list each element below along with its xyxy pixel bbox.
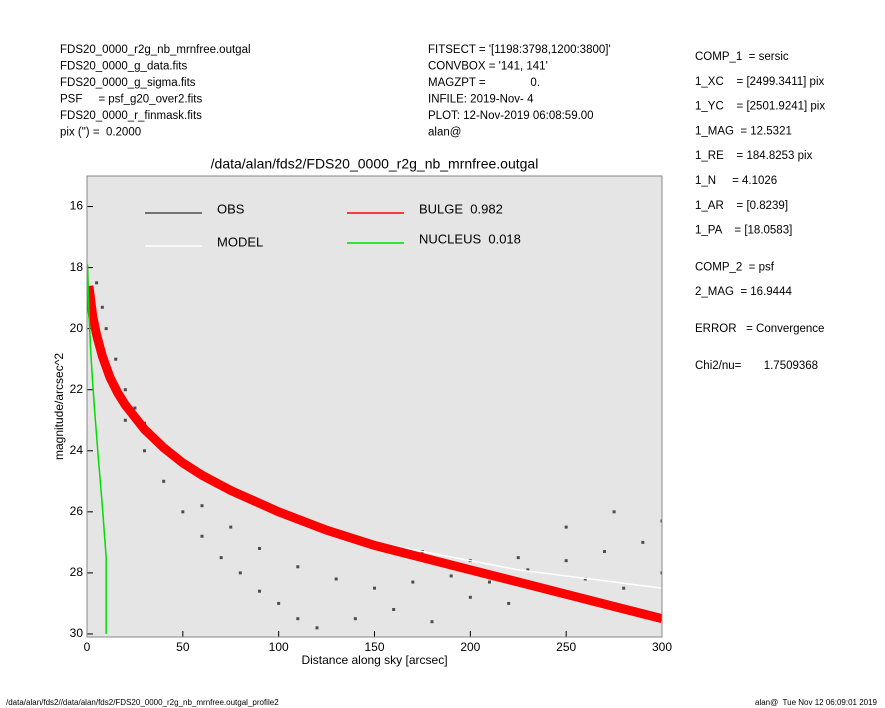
header-left-line: PSF = psf_g20_over2.fits xyxy=(60,94,202,106)
chart-title: /data/alan/fds2/FDS20_0000_r2g_nb_mrnfre… xyxy=(211,156,539,172)
obs-point xyxy=(564,525,568,529)
obs-point xyxy=(411,580,415,584)
y-axis-label: magnitude/arcsec^2 xyxy=(52,353,66,460)
obs-point xyxy=(296,565,300,569)
obs-point xyxy=(430,620,434,624)
obs-point xyxy=(123,388,127,392)
x-axis-label: Distance along sky [arcsec] xyxy=(301,653,447,667)
obs-point xyxy=(100,305,104,309)
header-left-line: FDS20_0000_g_sigma.fits xyxy=(60,77,196,89)
x-tick-label: 200 xyxy=(460,640,480,654)
header-left-line: FDS20_0000_r2g_nb_mrnfree.outgal xyxy=(60,44,251,56)
obs-point xyxy=(258,589,261,593)
header-middle-line: PLOT: 12-Nov-2019 06:08:59.00 xyxy=(428,110,594,122)
header-left-line: FDS20_0000_g_data.fits xyxy=(60,61,187,73)
obs-point xyxy=(277,601,281,605)
y-tick-label: 26 xyxy=(70,504,84,518)
obs-point xyxy=(229,525,233,529)
fit-parameter: 1_YC = [2501.9241] pix xyxy=(695,101,825,113)
header-middle-line: alan@ xyxy=(428,127,461,139)
footer-right: alan@ Tue Nov 12 06:09:01 2019 xyxy=(755,698,878,707)
fit-parameter: 1_XC = [2499.3411] pix xyxy=(695,76,825,88)
fit-parameter: COMP_1 = sersic xyxy=(695,51,789,63)
fit-parameter: 1_RE = 184.8253 pix xyxy=(695,150,813,162)
x-tick-label: 150 xyxy=(364,640,384,654)
legend-label: MODEL xyxy=(217,234,263,249)
obs-point xyxy=(162,479,166,483)
obs-point xyxy=(104,327,108,331)
header-middle-line: FITSECT = '[1198:3798,1200:3800]' xyxy=(428,44,611,56)
obs-point xyxy=(373,586,376,590)
plot-marks xyxy=(87,264,662,634)
legend-label: NUCLEUS 0.018 xyxy=(419,231,521,246)
legend-label: BULGE 0.982 xyxy=(419,201,503,216)
fit-parameter: 1_MAG = 12.5321 xyxy=(695,125,792,137)
y-tick-label: 18 xyxy=(70,260,84,274)
header-left-line: FDS20_0000_r_finmask.fits xyxy=(60,110,202,122)
obs-point xyxy=(622,586,626,590)
obs-point xyxy=(219,556,223,560)
obs-point xyxy=(353,617,357,621)
obs-point xyxy=(468,595,472,599)
fit-parameter: 2_MAG = 16.9444 xyxy=(695,286,792,298)
x-tick-label: 50 xyxy=(176,640,190,654)
obs-point xyxy=(612,510,616,514)
obs-point xyxy=(133,406,137,410)
fit-parameter: 1_AR = [0.8239] xyxy=(695,200,788,212)
header-middle-line: MAGZPT = 0. xyxy=(428,77,540,89)
obs-point xyxy=(603,550,606,554)
obs-point xyxy=(449,574,453,578)
obs-point xyxy=(143,449,146,453)
header-middle-line: INFILE: 2019-Nov- 4 xyxy=(428,94,534,106)
obs-point xyxy=(95,281,99,285)
obs-point xyxy=(200,534,204,538)
header-middle-line: CONVBOX = '141, 141' xyxy=(428,61,548,73)
obs-point xyxy=(334,577,338,581)
y-tick-label: 30 xyxy=(70,626,84,640)
obs-point xyxy=(488,580,491,584)
legend-label: OBS xyxy=(217,201,245,216)
y-tick-label: 20 xyxy=(70,321,84,335)
obs-point xyxy=(181,510,185,514)
obs-point xyxy=(660,571,662,575)
obs-point xyxy=(392,608,396,612)
profile-line xyxy=(87,264,107,634)
fit-parameter: COMP_2 = psf xyxy=(695,261,775,273)
y-tick-label: 16 xyxy=(70,199,84,213)
footer-left: /data/alan/fds2//data/alan/fds2/FDS20_00… xyxy=(6,698,279,707)
fit-parameter: Chi2/nu= 1.7509368 xyxy=(695,360,818,372)
plot-area xyxy=(87,176,662,637)
fit-parameter: 1_PA = [18.0583] xyxy=(695,225,792,237)
x-tick-label: 0 xyxy=(84,640,91,654)
obs-point xyxy=(507,601,511,605)
obs-point xyxy=(296,617,300,621)
obs-point xyxy=(200,504,204,508)
obs-point xyxy=(564,559,568,563)
obs-point xyxy=(315,626,319,630)
x-tick-label: 100 xyxy=(269,640,289,654)
obs-point xyxy=(258,546,261,550)
profile-band xyxy=(87,285,662,624)
obs-point xyxy=(526,568,530,572)
obs-point xyxy=(123,418,127,422)
fit-parameter: ERROR = Convergence xyxy=(695,323,824,335)
plot-frame xyxy=(86,175,663,638)
obs-point xyxy=(114,357,118,361)
header-left-line: pix (") = 0.2000 xyxy=(60,127,141,139)
y-tick-label: 28 xyxy=(70,565,84,579)
x-tick-label: 300 xyxy=(652,640,672,654)
y-tick-label: 22 xyxy=(70,382,84,396)
y-tick-label: 24 xyxy=(70,443,84,457)
obs-point xyxy=(238,571,242,575)
obs-point xyxy=(641,540,645,544)
obs-point xyxy=(516,556,520,560)
fit-parameter: 1_N = 4.1026 xyxy=(695,175,777,187)
obs-point xyxy=(660,519,662,523)
x-tick-label: 250 xyxy=(556,640,576,654)
